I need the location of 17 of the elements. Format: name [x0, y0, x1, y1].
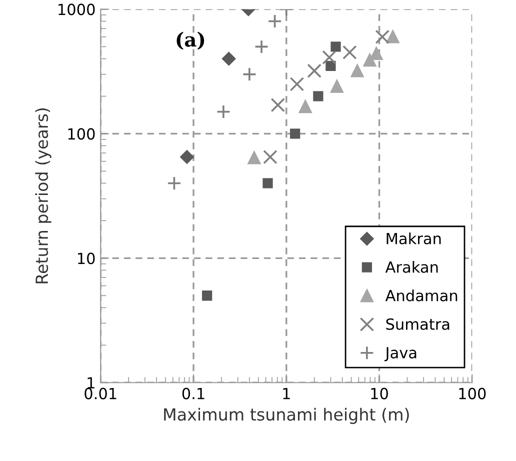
x-tick-label: 100 [459, 388, 486, 400]
x-tick-label: 0.1 [182, 388, 204, 400]
x-tick-label: 0.01 [84, 388, 116, 400]
y-tick-label: 1 [88, 377, 94, 388]
x-axis-title: Maximum tsunami height (m) [164, 408, 409, 424]
annotation: (a) [176, 32, 204, 50]
legend-label: Andaman [385, 290, 458, 302]
legend-label: Sumatra [386, 318, 450, 330]
legend-label: Arakan [385, 261, 438, 273]
y-tick-label: 1000 [58, 4, 95, 16]
x-tick-label: 10 [371, 388, 388, 400]
legend-label: Java [384, 347, 416, 362]
y-axis-title: Return period (years) [35, 108, 52, 284]
y-tick-label: 100 [68, 128, 95, 140]
y-tick-label: 10 [78, 252, 95, 264]
legend-label: Makran [386, 232, 441, 244]
x-tick-label: 1 [283, 388, 290, 400]
